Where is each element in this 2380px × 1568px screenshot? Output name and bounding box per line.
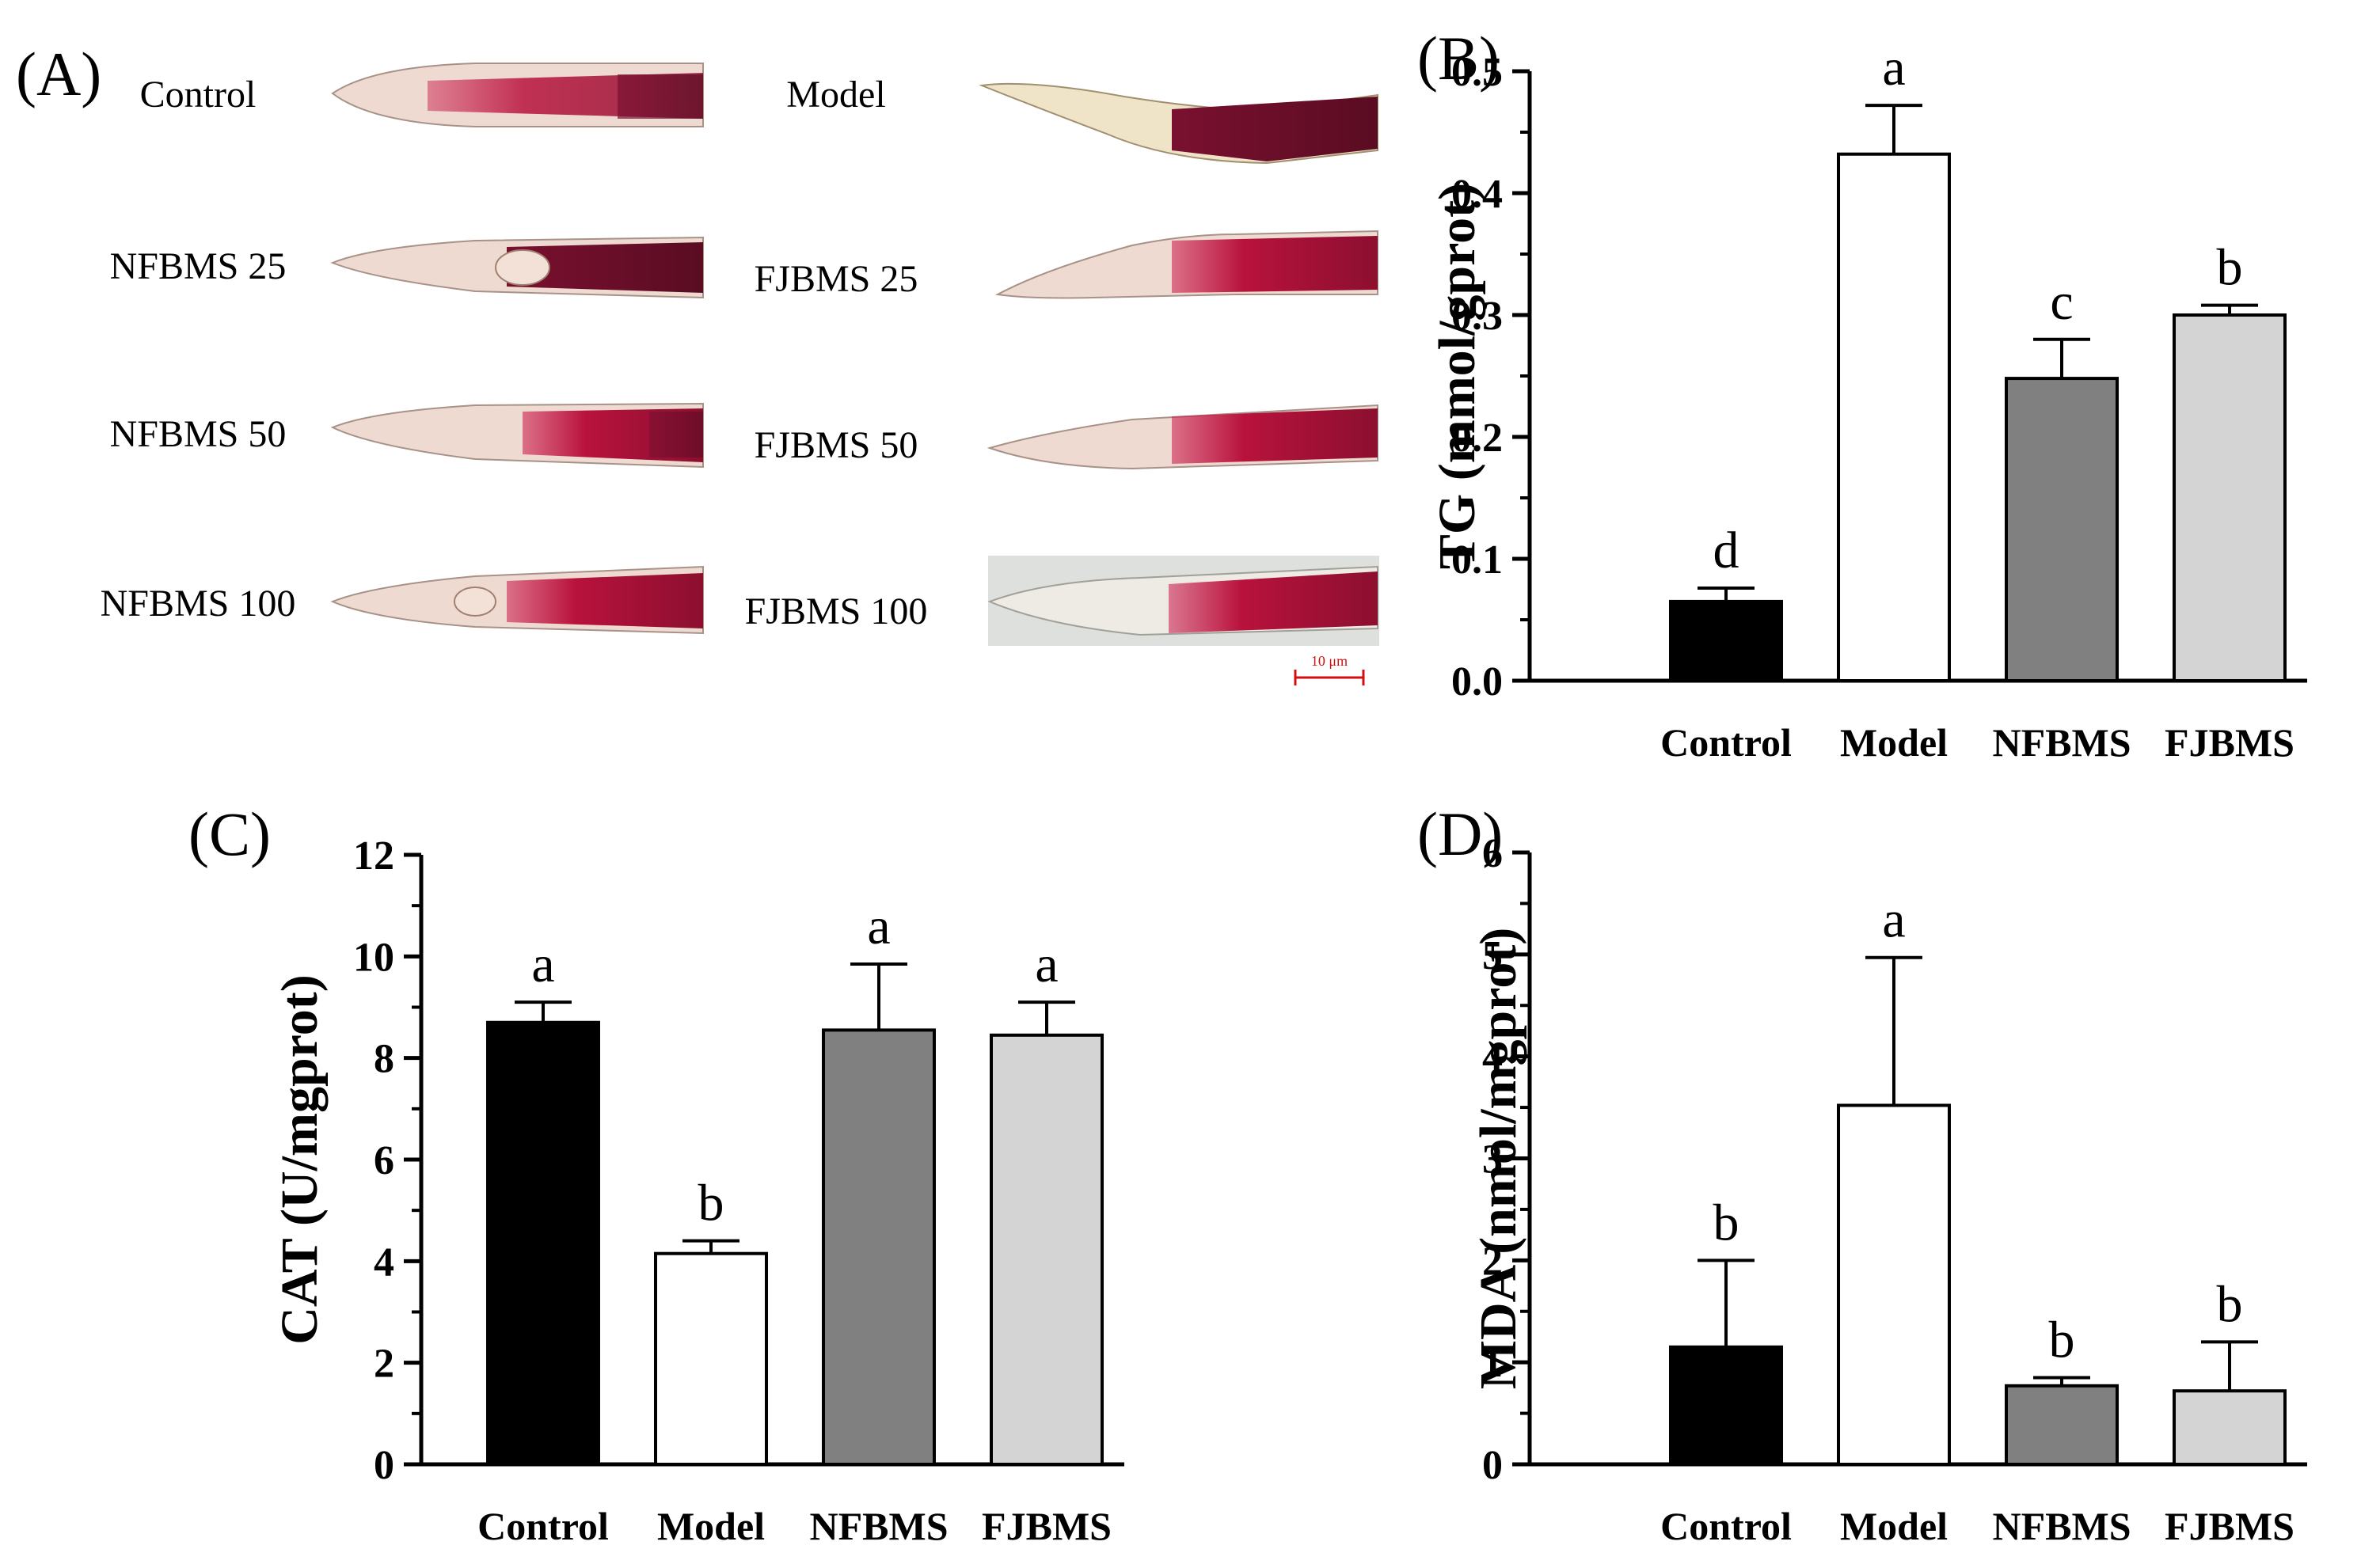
panel-c-label: (C) <box>188 799 271 868</box>
panel-a: (A) Control NFBMS 25 NFBMS 50 NFBMS 100 … <box>16 40 1379 685</box>
y-tick-label: 6 <box>1482 831 1503 876</box>
micrograph-nfbms-50 <box>330 402 704 469</box>
micrograph-nfbms-25 <box>330 236 704 299</box>
bar-nfbms <box>822 1028 936 1466</box>
bar-fjbms <box>990 1033 1104 1466</box>
y-tick-label: 0 <box>1482 1443 1503 1488</box>
significance-letter: a <box>1882 891 1905 949</box>
charts: (B) 0.0 0.1 0.2 0.3 0.4 0.5 TG (mmol/gprot) d Con… <box>188 24 2307 1548</box>
y-tick-label: 12 <box>353 833 394 879</box>
panel-b-label: (B) <box>1417 24 1500 93</box>
bar-model <box>1837 152 1951 683</box>
category-label: Control <box>1660 720 1792 765</box>
y-axis-title: CAT (U/mgprot) <box>271 974 329 1344</box>
y-tick-label: 3 <box>1482 1137 1503 1183</box>
y-tick-label: 5 <box>1482 933 1503 978</box>
significance-letter: b <box>698 1175 724 1232</box>
category-label: Control <box>1660 1504 1792 1548</box>
category-label: FJBMS <box>2165 1504 2294 1548</box>
panel-c: (C) 0 2 4 6 8 10 12 CAT (U/mgprot) a Control b Model… <box>188 799 1124 1548</box>
y-tick-label: 4 <box>1482 1035 1503 1080</box>
category-label: Model <box>1840 1504 1948 1548</box>
significance-letter: a <box>1035 936 1058 993</box>
micrograph-fjbms-50 <box>987 404 1378 470</box>
significance-letter: b <box>2217 1275 2243 1333</box>
y-axis-title: TG (mmol/gprot) <box>1428 183 1486 569</box>
y-tick-label: 0.4 <box>1451 172 1503 217</box>
y-tick-label: 0.2 <box>1451 416 1503 461</box>
micrograph-control <box>331 63 704 127</box>
category-label: Model <box>1840 720 1948 765</box>
micrograph-label-model: Model <box>786 74 885 116</box>
y-axis-title: MDA (nmol/mgprot) <box>1469 928 1527 1390</box>
bar-fjbms <box>2173 313 2287 682</box>
significance-letter: b <box>2049 1311 2075 1369</box>
significance-letter: a <box>1882 39 1905 97</box>
bar-model <box>1837 1103 1951 1467</box>
micrograph-label-control: Control <box>140 74 257 116</box>
micrograph-label-nfbms-100: NFBMS 100 <box>101 583 296 625</box>
category-label: Model <box>657 1504 765 1548</box>
bar-control <box>1669 599 1783 683</box>
y-tick-label: 1 <box>1482 1341 1503 1386</box>
significance-letter: b <box>2217 239 2243 297</box>
significance-letter: c <box>2050 273 2073 331</box>
micrograph-label-fjbms-100: FJBMS 100 <box>745 590 928 632</box>
micrograph-nfbms-100 <box>330 565 704 635</box>
y-tick-label: 6 <box>374 1138 394 1183</box>
y-tick-label: 0.0 <box>1451 659 1503 704</box>
bar-nfbms <box>2005 377 2119 682</box>
bar-nfbms <box>2005 1384 2119 1467</box>
y-tick-label: 0.1 <box>1451 537 1503 583</box>
scale-bar: 10 μm <box>1294 653 1365 685</box>
micrograph-label-nfbms-50: NFBMS 50 <box>110 413 287 455</box>
category-label: Control <box>477 1504 609 1548</box>
y-tick-label: 8 <box>374 1037 394 1082</box>
micrograph-model <box>979 82 1378 165</box>
y-tick-label: 2 <box>1482 1239 1503 1284</box>
category-label: FJBMS <box>982 1504 1112 1548</box>
category-label: NFBMS <box>1993 1504 2131 1548</box>
bar-control <box>1669 1345 1783 1467</box>
panel-a-label: (A) <box>16 40 101 108</box>
panel-d: (D) 0 1 2 3 4 5 6 MDA (nmol/mgprot) b Control a Mode… <box>1417 799 2307 1548</box>
bar-fjbms <box>2173 1389 2287 1466</box>
micrograph-label-fjbms-25: FJBMS 25 <box>755 258 918 300</box>
significance-letter: d <box>1713 522 1739 579</box>
y-tick-label: 0.3 <box>1451 294 1503 339</box>
bar-control <box>486 1020 600 1466</box>
scale-bar-label: 10 μm <box>1311 653 1348 669</box>
category-label: FJBMS <box>2165 720 2294 765</box>
micrograph-label-fjbms-50: FJBMS 50 <box>755 424 918 466</box>
bar-model <box>654 1251 768 1467</box>
significance-letter: a <box>531 936 554 993</box>
panel-b: (B) 0.0 0.1 0.2 0.3 0.4 0.5 TG (mmol/gprot) d Con… <box>1417 24 2307 765</box>
category-label: NFBMS <box>1993 720 2131 765</box>
micrograph-label-nfbms-25: NFBMS 25 <box>110 245 287 287</box>
y-tick-label: 4 <box>374 1240 394 1285</box>
micrograph-fjbms-25 <box>994 230 1378 299</box>
y-tick-label: 10 <box>353 935 394 980</box>
micrograph-fjbms-100 <box>987 556 1379 646</box>
significance-letter: b <box>1713 1194 1739 1251</box>
y-tick-label: 0 <box>374 1443 394 1488</box>
y-tick-label: 2 <box>374 1342 394 1387</box>
panel-d-label: (D) <box>1417 799 1503 868</box>
y-tick-label: 0.5 <box>1451 50 1503 95</box>
significance-letter: a <box>867 898 890 955</box>
category-label: NFBMS <box>810 1504 949 1548</box>
